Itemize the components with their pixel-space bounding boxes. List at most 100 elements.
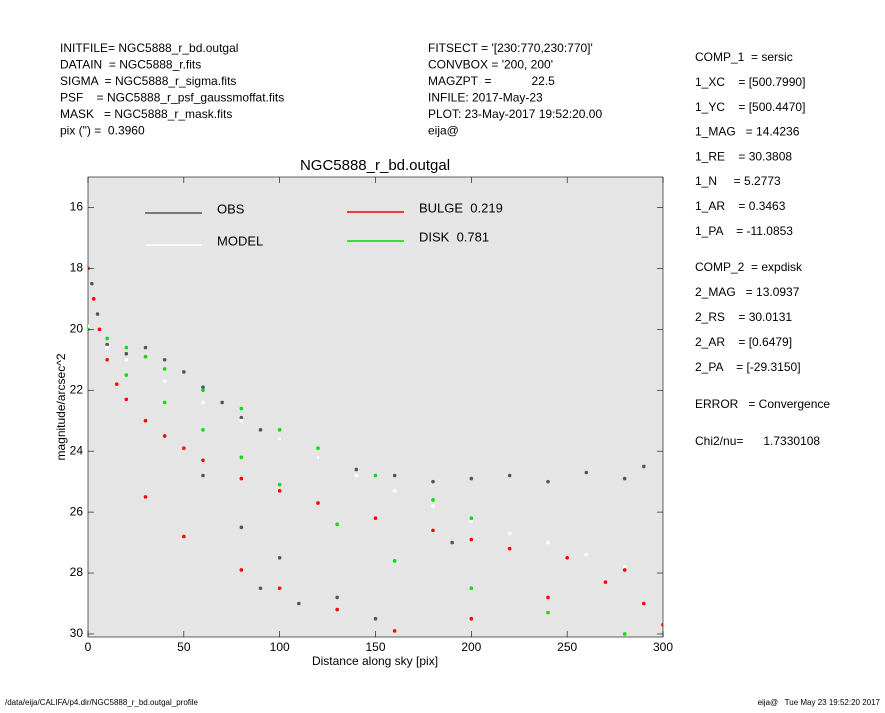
legend-label: BULGE 0.219 [419,200,503,215]
x-tick-label: 50 [177,640,191,654]
point [277,437,282,441]
point [373,473,378,478]
header-left-line: MASK = NGC5888_r_mask.fits [60,107,232,121]
x-tick-label: 0 [85,640,92,654]
point [91,297,96,301]
point [201,428,205,432]
point [622,568,627,572]
point [565,555,569,560]
point [546,610,550,615]
point [431,479,435,484]
point [95,312,100,316]
header-right-line: COMP_2 = expdisk [695,260,803,274]
header-right-line: 2_MAG = 13.0937 [695,285,800,299]
point [546,595,550,600]
y-tick-label: 16 [70,200,84,214]
point [277,555,282,560]
point [124,373,129,377]
point [392,473,397,478]
header-right-line: 1_MAG = 14.4236 [695,125,800,139]
point [431,504,435,508]
header-left-line: INITFILE= NGC5888_r_bd.outgal [60,41,238,55]
header-right-line: ERROR = Convergence [695,397,830,411]
point [143,495,148,499]
x-tick-label: 300 [653,640,673,654]
point [124,357,129,362]
y-tick-label: 24 [70,443,84,457]
point [97,327,102,332]
point [124,351,129,356]
point [124,397,129,402]
plot-area [87,176,664,638]
legend-label: MODEL [217,233,263,248]
y-tick-label: 26 [70,504,84,518]
header-right-line: 1_RE = 30.3808 [695,149,792,163]
point [277,488,282,493]
point [162,357,167,362]
header-middle-line: MAGZPT = 22.5 [428,74,555,88]
chart-title: NGC5888_r_bd.outgal [300,157,450,174]
points [88,266,663,636]
y-tick-label: 30 [70,626,84,640]
point [297,601,301,606]
point [114,382,119,386]
header-middle-line: eija@ [428,124,459,138]
point [162,434,167,438]
point [277,482,282,487]
header-right-line: 1_YC = [500.4470] [695,100,805,114]
point [239,525,244,530]
y-axis-label: magnitude/arcsec^2 [54,353,68,460]
point [239,406,244,411]
x-axis-label: Distance along sky [pix] [312,654,438,668]
point [105,342,109,347]
legend-label: DISK 0.781 [419,229,489,244]
point [239,415,244,420]
point [277,586,282,591]
x-tick-label: 150 [365,640,385,654]
point [201,400,205,405]
point [373,516,378,520]
point [622,632,627,636]
y-tick-label: 28 [70,565,84,579]
point [162,400,167,405]
point [469,516,474,520]
point [316,446,320,450]
point [201,388,205,393]
header-middle-line: INFILE: 2017-May-23 [428,91,543,105]
point [258,428,263,432]
header-right-line: 1_AR = 0.3463 [695,199,786,213]
header-left-line: PSF = NGC5888_r_psf_gaussmoffat.fits [60,91,284,105]
point [88,324,90,329]
point [105,345,109,350]
point [469,537,474,542]
point [642,601,646,606]
point [507,473,512,478]
point [622,476,627,481]
header-middle-line: CONVBOX = '200, 200' [428,58,553,72]
point [182,370,186,374]
point [584,470,589,475]
point [469,616,474,621]
point [642,464,646,469]
point [239,418,244,423]
point [143,345,148,350]
footer-date: eija@ Tue May 23 19:52:20 2017 [758,698,881,707]
point [201,473,205,478]
point [354,467,359,472]
point [392,488,397,493]
point [239,568,244,572]
point [392,559,397,563]
point [507,546,512,551]
point [143,354,148,359]
point [354,473,359,478]
y-tick-label: 18 [70,261,84,275]
x-tick-label: 100 [270,640,290,654]
point [277,428,282,432]
header-left-line: SIGMA = NGC5888_r_sigma.fits [60,74,236,88]
point [124,345,129,350]
point [201,458,205,463]
point [373,616,378,621]
point [239,476,244,481]
point [182,446,186,450]
